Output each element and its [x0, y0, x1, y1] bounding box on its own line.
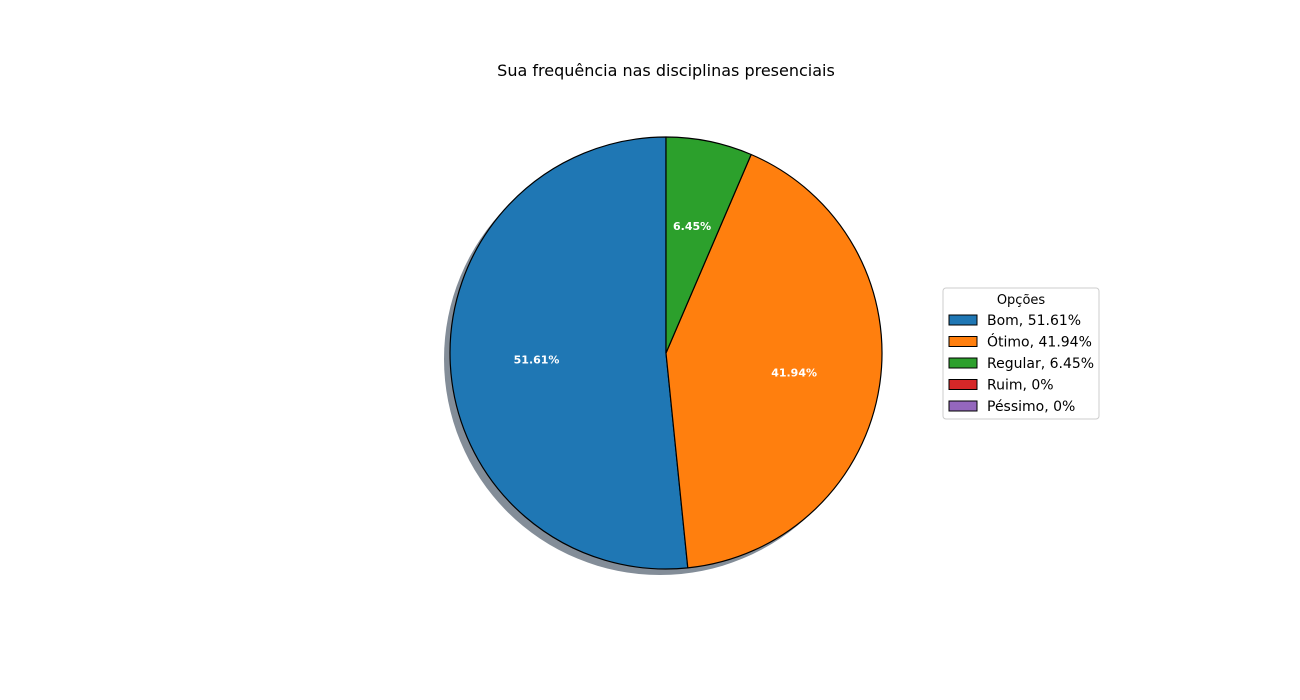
slice-label-bom: 51.61% [514, 354, 560, 367]
pie-slice-bom [449, 136, 689, 570]
legend-label-bom: Bom, 51.61% [987, 313, 1081, 329]
legend-entries: Bom, 51.61% Ótimo, 41.94% Regular, 6.45% Ru… [948, 313, 1094, 415]
legend-title: Opções [997, 293, 1046, 308]
pie-slice-otimo [665, 153, 883, 569]
legend: Opções Bom, 51.61% Ótimo, 41.94% Regular, … [942, 287, 1100, 420]
legend-swatch-otimo [948, 336, 978, 347]
legend-label-regular: Regular, 6.45% [987, 356, 1094, 372]
legend-swatch-bom [948, 314, 978, 326]
pie-slice-regular [665, 136, 752, 354]
legend-swatch-pessimo [948, 400, 978, 412]
legend-swatch-ruim [948, 379, 978, 390]
slice-label-otimo: 41.94% [771, 367, 817, 380]
chart-title: Sua frequência nas disciplinas presencia… [497, 61, 835, 80]
legend-label-ruim: Ruim, 0% [987, 378, 1054, 394]
legend-label-otimo: Ótimo, 41.94% [987, 333, 1092, 351]
pie-slice-labels: 51.61% 41.94% 6.45% [514, 220, 817, 380]
legend-label-pessimo: Péssimo, 0% [987, 399, 1075, 415]
pie-slices [449, 136, 883, 570]
legend-swatch-regular [948, 357, 978, 369]
legend-frame [942, 287, 1100, 420]
slice-label-regular: 6.45% [673, 220, 711, 233]
